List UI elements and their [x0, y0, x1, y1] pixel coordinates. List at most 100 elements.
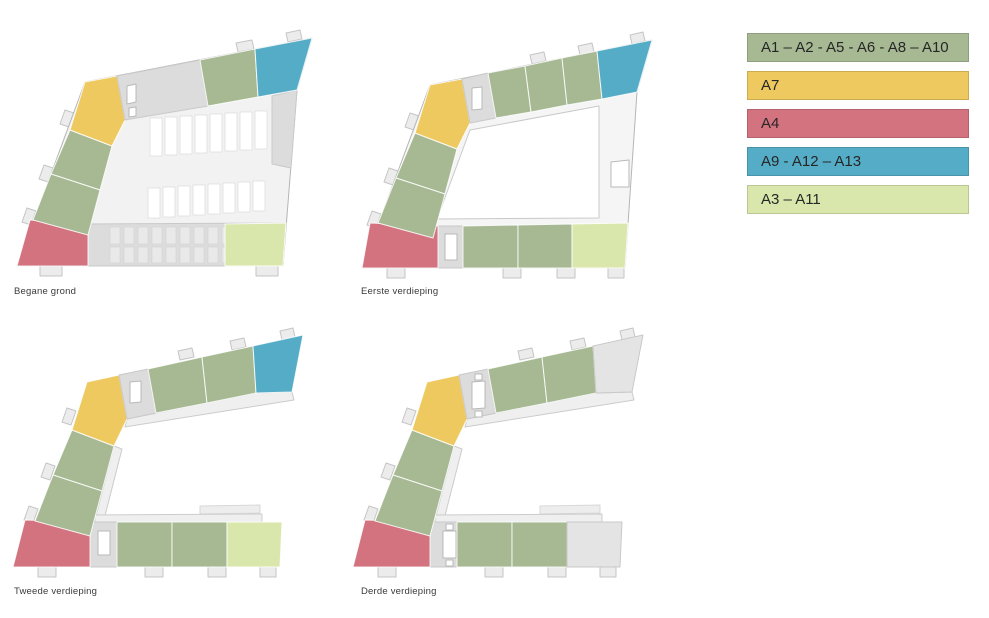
parking-stalls [254, 110, 268, 150]
balcony-bottom [539, 504, 601, 515]
entry-tab [401, 407, 417, 426]
zone-green-top [561, 50, 603, 106]
zone-a7 [71, 374, 128, 447]
zone-green-top [487, 65, 532, 119]
parking-stalls [151, 246, 163, 264]
parking-stalls [179, 115, 193, 155]
parking-stalls [177, 185, 191, 217]
floor-plan-label: Eerste verdieping [361, 286, 439, 297]
parking-stalls [147, 187, 161, 219]
entry-tab [556, 267, 576, 279]
car-lift [474, 373, 483, 381]
legend-item-label: A9 - A12 – A13 [761, 153, 862, 170]
entry-tab [607, 267, 625, 279]
entry-tab [177, 347, 195, 361]
zone-unassigned-top [592, 334, 644, 394]
rooms-strip-right [271, 89, 298, 169]
legend-item-label: A4 [761, 115, 780, 132]
legend-item: A4 [747, 109, 969, 138]
entry-tab [144, 566, 164, 578]
parking-stalls [222, 182, 236, 214]
walkway-bottom [94, 513, 263, 523]
parking-stalls [151, 226, 163, 245]
entry-tab [229, 337, 247, 351]
entry-tab [285, 29, 303, 43]
floor-plan-begane-grond [16, 29, 313, 277]
parking-stalls [207, 183, 221, 215]
zone-green-top [201, 345, 257, 404]
elevator-right [610, 159, 630, 188]
parking-stalls [109, 246, 121, 264]
entry-tab [484, 566, 504, 578]
car-lift [474, 410, 483, 418]
parking-stalls [164, 116, 178, 156]
zone-green-top [487, 356, 548, 414]
floor-plan-label: Begane grond [14, 286, 77, 297]
car-lift [445, 559, 454, 567]
entry-tab [547, 566, 567, 578]
zone-green-left [32, 173, 101, 236]
stair-core [126, 83, 137, 105]
legend: A1 – A2 - A5 - A6 - A8 – A10 A7 A4 A9 - … [747, 33, 969, 223]
legend-item: A9 - A12 – A13 [747, 147, 969, 176]
stair-core [444, 233, 458, 261]
zone-a7 [411, 374, 468, 447]
floor-plan-label: Derde verdieping [361, 586, 437, 597]
entry-tab [40, 462, 56, 481]
parking-stalls [252, 180, 266, 212]
car-lift [442, 530, 457, 559]
parking-stalls [207, 246, 219, 264]
zone-green-bottom [511, 521, 568, 568]
floor-plan-derde-verdieping [352, 327, 644, 578]
entry-tab [517, 347, 535, 361]
zone-green-bottom [456, 521, 513, 568]
parking-stalls [193, 226, 205, 245]
balcony-bottom [199, 504, 261, 515]
entry-tab [23, 505, 39, 524]
parking-stalls [193, 246, 205, 264]
entry-tab [502, 267, 522, 279]
zone-a9-a12-a13 [596, 39, 653, 100]
zone-green-top [524, 57, 568, 113]
walkway-bottom [434, 513, 603, 523]
zone-green-bottom [116, 521, 173, 568]
legend-item-label: A1 – A2 - A5 - A6 - A8 – A10 [761, 39, 949, 56]
parking-stalls [194, 114, 208, 154]
zone-unassigned-bottom [566, 521, 623, 568]
zone-a3-a11 [571, 222, 629, 269]
parking-stalls [192, 184, 206, 216]
floor-plan-eerste-verdieping [361, 31, 653, 279]
zone-green-bottom [517, 223, 573, 269]
entry-tab [259, 566, 277, 578]
legend-item: A3 – A11 [747, 185, 969, 214]
car-lift [445, 523, 454, 531]
parking-stalls [137, 226, 149, 245]
entry-tab [207, 566, 227, 578]
zone-green-left [34, 474, 103, 537]
stair-core [97, 530, 111, 556]
legend-item: A7 [747, 71, 969, 100]
parking-stalls [149, 117, 163, 157]
parking-stalls [207, 226, 219, 245]
parking-stalls [179, 246, 191, 264]
zone-green-left [374, 474, 443, 537]
stair-core [471, 86, 483, 111]
zone-green-top [147, 356, 208, 414]
courtyard [436, 105, 600, 220]
zone-a7 [69, 75, 126, 147]
entry-tab [599, 566, 617, 578]
parking-stalls [179, 226, 191, 245]
zone-green-top [541, 345, 597, 404]
parking-stalls [123, 246, 135, 264]
entry-tab [377, 566, 397, 578]
parking-stalls [165, 226, 177, 245]
parking-stalls [109, 226, 121, 245]
floor-plan-tweede-verdieping [12, 327, 304, 578]
floor-plan-label: Tweede verdieping [14, 586, 98, 597]
parking-stalls [239, 111, 253, 151]
entry-tab [61, 407, 77, 426]
zone-a7 [414, 78, 471, 150]
zone-a3-a11 [226, 521, 283, 568]
parking-stalls [209, 113, 223, 153]
parking-stalls [162, 186, 176, 218]
